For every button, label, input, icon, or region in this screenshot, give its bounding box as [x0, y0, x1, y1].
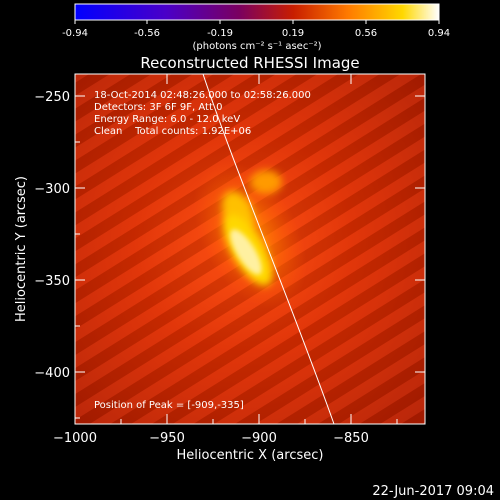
- x-tick-label: −900: [241, 431, 277, 446]
- info-energy-range: Energy Range: 6.0 - 12.0 keV: [94, 114, 240, 125]
- y-tick-label: −350: [34, 274, 70, 289]
- info-clean-counts: Clean Total counts: 1.92E+06: [94, 126, 251, 137]
- flare-source: [193, 160, 307, 310]
- x-tick-label: −1000: [53, 431, 97, 446]
- colorbar-tick: -0.94: [62, 28, 88, 39]
- colorbar: -0.94 -0.56 -0.19 0.19 0.56 0.94 (photon…: [62, 3, 450, 52]
- colorbar-tick: -0.19: [207, 28, 233, 39]
- plot-frame: [74, 73, 426, 425]
- colorbar-tick: 0.94: [428, 28, 450, 39]
- info-time-range: 18-Oct-2014 02:48:26.000 to 02:58:26.000: [94, 90, 311, 101]
- footer-timestamp: 22-Jun-2017 09:04: [372, 484, 494, 499]
- axis-ticks: [74, 74, 425, 424]
- info-detectors: Detectors: 3F 6F 9F, Att 0: [94, 102, 222, 113]
- x-tick-label: −950: [149, 431, 185, 446]
- y-axis-label: Heliocentric Y (arcsec): [14, 176, 29, 322]
- plot-title: Reconstructed RHESSI Image: [140, 54, 359, 72]
- y-tick-label: −250: [34, 90, 70, 105]
- y-tick-label: −400: [34, 366, 70, 381]
- colorbar-tick: -0.56: [134, 28, 160, 39]
- x-tick-label: −850: [333, 431, 369, 446]
- colorbar-unit-label: (photons cm⁻² s⁻¹ asec⁻²): [192, 41, 321, 52]
- colorbar-tick: 0.19: [282, 28, 304, 39]
- solar-limb-curve: [202, 74, 335, 424]
- peak-position-label: Position of Peak = [-909,-335]: [94, 400, 244, 411]
- rhessi-image: [75, 74, 425, 424]
- colorbar-tick: 0.56: [355, 28, 377, 39]
- y-tick-label: −300: [34, 182, 70, 197]
- x-axis-label: Heliocentric X (arcsec): [177, 448, 324, 463]
- colorbar-gradient: [74, 3, 440, 21]
